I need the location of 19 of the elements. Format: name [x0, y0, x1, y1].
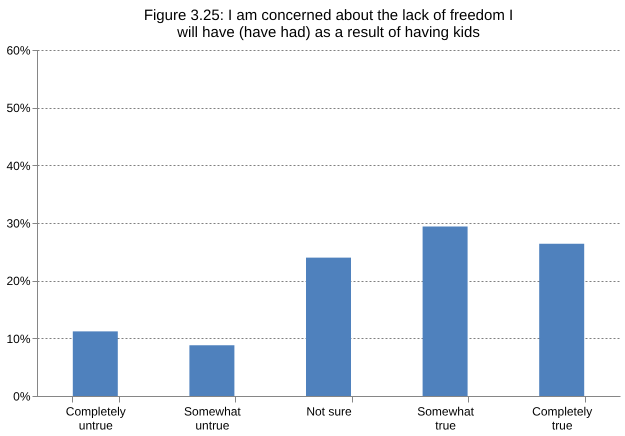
- bar: [306, 258, 351, 396]
- x-tick-label: Completely untrue: [66, 404, 126, 432]
- bar: [189, 345, 234, 396]
- x-tick-label: Completely true: [532, 404, 592, 432]
- y-tick-label: 0%: [13, 390, 31, 404]
- y-tick-label: 40%: [6, 158, 31, 173]
- bar: [72, 331, 118, 396]
- text: will have (have had) as a result of having kids: [177, 24, 480, 41]
- bar: [422, 226, 468, 396]
- y-tick-label: 20%: [6, 274, 31, 288]
- bar: [539, 244, 584, 396]
- y-tick-label: 50%: [6, 101, 31, 116]
- x-tick-label: Somewhat true: [417, 404, 475, 432]
- y-tick-label: 10%: [6, 332, 31, 346]
- x-tick-label: Not sure: [306, 404, 352, 418]
- y-tick-label: 60%: [6, 44, 31, 58]
- x-tick-label: Somewhat untrue: [184, 404, 242, 432]
- y-tick-label: 30%: [6, 216, 31, 230]
- text: Figure 3.25: I am concerned about the lack of freedom I: [144, 7, 514, 24]
